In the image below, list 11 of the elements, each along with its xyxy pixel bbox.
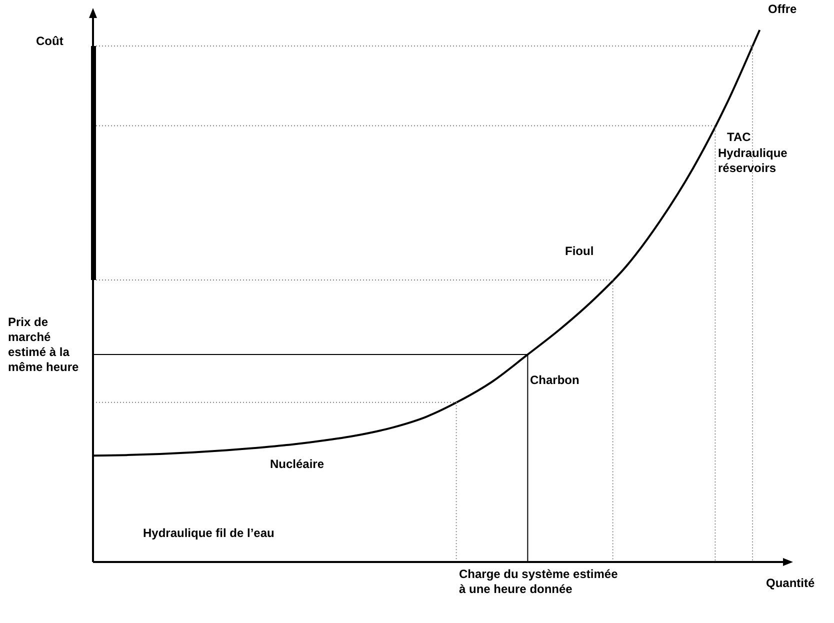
series-label: Offre [768, 2, 797, 17]
annotation: Fioul [565, 244, 595, 259]
annotation: Charbon [530, 373, 580, 388]
ref-line-label: Prix de marché estimé à la même heure [8, 314, 80, 375]
annotation: Hydraulique réservoirs [718, 146, 788, 176]
y-axis-title: Coût [36, 34, 64, 49]
annotation: Nucléaire [270, 457, 326, 472]
annotation: Hydraulique fil de l’eau [143, 526, 276, 541]
text: Charge du système estimée à une heure donnée [459, 567, 619, 597]
x-axis-title: Quantité [766, 576, 815, 591]
annotation: TAC [727, 130, 752, 145]
